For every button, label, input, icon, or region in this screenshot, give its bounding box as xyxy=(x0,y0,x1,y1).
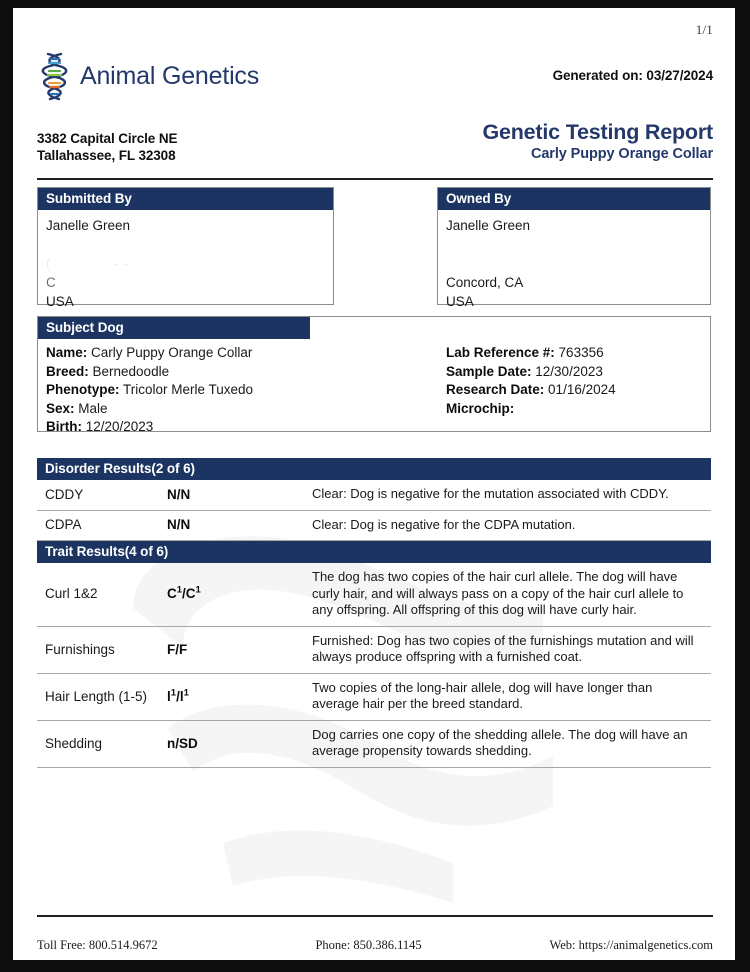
table-row: CDDY N/N Clear: Dog is negative for the mu… xyxy=(37,480,711,511)
table-row: Hair Length (1-5) l1/l1 Two copies of the … xyxy=(37,674,711,721)
result-genotype: F/F xyxy=(167,641,188,657)
subject-dog-left-label: Name: xyxy=(46,345,88,360)
subject-dog-left-column: Name: Carly Puppy Orange Collar Breed: Be… xyxy=(46,344,446,437)
result-description: Clear: Dog is negative for the CDPA muta… xyxy=(312,516,576,532)
subject-dog-right-label: Research Date: xyxy=(446,382,545,397)
subject-dog-right-label: Lab Reference #: xyxy=(446,345,555,360)
footer-divider xyxy=(37,915,713,917)
table-row: Curl 1&2 C1/C1 The dog has two copies of t… xyxy=(37,563,711,627)
generated-on-label: Generated on: 03/27/2024 xyxy=(552,68,714,83)
footer-phone: Phone: 850.386.1145 xyxy=(315,938,422,952)
subject-dog-right-value: 763356 xyxy=(554,345,604,360)
subject-dog-left-field: Birth: 12/20/2023 xyxy=(46,418,446,437)
dna-helix-icon xyxy=(41,52,68,101)
result-name: Furnishings xyxy=(45,641,115,657)
submitted-by-heading: Submitted By xyxy=(38,188,333,210)
result-name: Curl 1&2 xyxy=(45,586,98,602)
trait-results-heading: Trait Results(4 of 6) xyxy=(37,541,711,563)
table-row: CDPA N/N Clear: Dog is negative for the CD… xyxy=(37,511,711,541)
report-page: 1/1 xyxy=(13,8,735,960)
owned-by-body: Janelle Green Concord, CA USA xyxy=(438,210,710,311)
page-number: 1/1 xyxy=(695,22,713,37)
subject-dog-left-label: Sex: xyxy=(46,400,75,416)
report-title-block: Genetic Testing Report Carly Puppy Orang… xyxy=(482,120,713,164)
result-genotype: l1/l1 xyxy=(167,687,189,704)
subject-dog-box: Subject Dog Name: Carly Puppy Orange Col… xyxy=(37,316,711,434)
result-description: Clear: Dog is negative for the mutation … xyxy=(312,486,669,501)
owned-by-city-state: Concord, CA xyxy=(446,275,524,290)
subject-dog-left-value: 12/20/2023 xyxy=(82,419,154,434)
subject-dog-left-value: Male xyxy=(74,400,108,416)
subject-dog-right-field: Microchip: xyxy=(446,400,616,419)
footer-toll-free: Toll Free: 800.514.9672 xyxy=(37,938,158,952)
result-genotype: C1/C1 xyxy=(167,584,201,602)
submitted-by-country: USA xyxy=(46,294,74,309)
owned-by-spacer xyxy=(446,235,702,254)
subject-dog-right-label: Microchip: xyxy=(446,400,515,416)
result-name: CDDY xyxy=(45,486,84,502)
subject-dog-left-field: Sex: Male xyxy=(46,400,446,419)
report-header: Animal Genetics Generated on: 03/27/2024 xyxy=(37,50,713,108)
subject-dog-left-label: Breed: xyxy=(46,363,89,379)
subject-dog-heading: Subject Dog xyxy=(38,317,310,339)
table-row: Furnishings F/F Furnished: Dog has two cop… xyxy=(37,627,711,674)
report-sheet: 1/1 xyxy=(13,8,735,960)
subject-dog-right-value: 01/16/2024 xyxy=(544,382,616,397)
subject-dog-left-field: Breed: Bernedoodle xyxy=(46,363,446,382)
result-genotype: n/SD xyxy=(167,735,198,751)
subject-dog-left-field: Phenotype: Tricolor Merle Tuxedo xyxy=(46,381,446,400)
company-address: 3382 Capital Circle NE Tallahassee, FL 3… xyxy=(37,130,177,164)
brand-logo: Animal Genetics xyxy=(37,50,259,102)
subject-dog-left-field: Name: Carly Puppy Orange Collar xyxy=(46,344,446,363)
submitted-by-spacer xyxy=(46,235,325,254)
submitted-by-name: Janelle Green xyxy=(46,218,131,233)
header-divider xyxy=(37,178,713,180)
subject-dog-fields: Name: Carly Puppy Orange Collar Breed: Be… xyxy=(38,339,710,437)
report-footer: Toll Free: 800.514.9672 Phone: 850.386.1… xyxy=(37,938,713,953)
subject-dog-left-label: Phenotype: xyxy=(46,382,120,397)
subject-dog-left-value: Bernedoodle xyxy=(88,363,170,379)
submitted-by-address-line2: C xyxy=(46,275,56,290)
company-address-line1: 3382 Capital Circle NE xyxy=(37,131,178,146)
result-genotype: N/N xyxy=(167,486,191,502)
subject-dog-right-field: Research Date: 01/16/2024 xyxy=(446,381,616,400)
subject-dog-right-value: 12/30/2023 xyxy=(531,363,603,379)
trait-results-table: Curl 1&2 C1/C1 The dog has two copies of t… xyxy=(37,563,711,768)
subject-dog-left-value: Tricolor Merle Tuxedo xyxy=(119,382,254,397)
result-description: Two copies of the long-hair allele, dog … xyxy=(312,679,653,712)
disorder-results-table: CDDY N/N Clear: Dog is negative for the mu… xyxy=(37,480,711,541)
footer-web[interactable]: Web: https://animalgenetics.com xyxy=(549,938,713,952)
page-title: Genetic Testing Report xyxy=(482,120,713,144)
submitted-by-address-line1: ( - - xyxy=(46,256,129,271)
submitted-by-body: Janelle Green ( - - C USA xyxy=(38,210,333,311)
company-address-line2: Tallahassee, FL 32308 xyxy=(37,148,176,163)
disorder-results-heading: Disorder Results(2 of 6) xyxy=(37,458,711,480)
owned-by-address-line1 xyxy=(446,254,702,273)
submitted-by-box: Submitted By Janelle Green ( - - C USA xyxy=(37,187,334,309)
owned-by-name: Janelle Green xyxy=(446,218,531,233)
page-subtitle: Carly Puppy Orange Collar xyxy=(530,146,713,162)
table-row: Shedding n/SD Dog carries one copy of the … xyxy=(37,721,711,768)
owned-by-box: Owned By Janelle Green Concord, CA USA xyxy=(437,187,711,309)
result-description: Dog carries one copy of the shedding all… xyxy=(312,726,688,759)
owned-by-country: USA xyxy=(446,294,474,309)
result-name: Shedding xyxy=(45,735,103,751)
subject-dog-right-field: Lab Reference #: 763356 xyxy=(446,344,616,363)
subject-dog-right-label: Sample Date: xyxy=(446,363,532,379)
result-description: The dog has two copies of the hair curl … xyxy=(312,569,684,617)
result-description: Furnished: Dog has two copies of the fur… xyxy=(312,632,694,665)
brand-name: Animal Genetics xyxy=(80,61,260,90)
subject-dog-right-column: Lab Reference #: 763356 Sample Date: 12/3… xyxy=(446,344,616,437)
owned-by-heading: Owned By xyxy=(438,188,710,210)
result-name: Hair Length (1-5) xyxy=(45,688,148,704)
result-genotype: N/N xyxy=(167,517,191,533)
subject-dog-right-field: Sample Date: 12/30/2023 xyxy=(446,363,616,382)
result-name: CDPA xyxy=(45,517,82,533)
subject-dog-left-value: Carly Puppy Orange Collar xyxy=(87,345,253,360)
subject-dog-left-label: Birth: xyxy=(46,419,82,434)
